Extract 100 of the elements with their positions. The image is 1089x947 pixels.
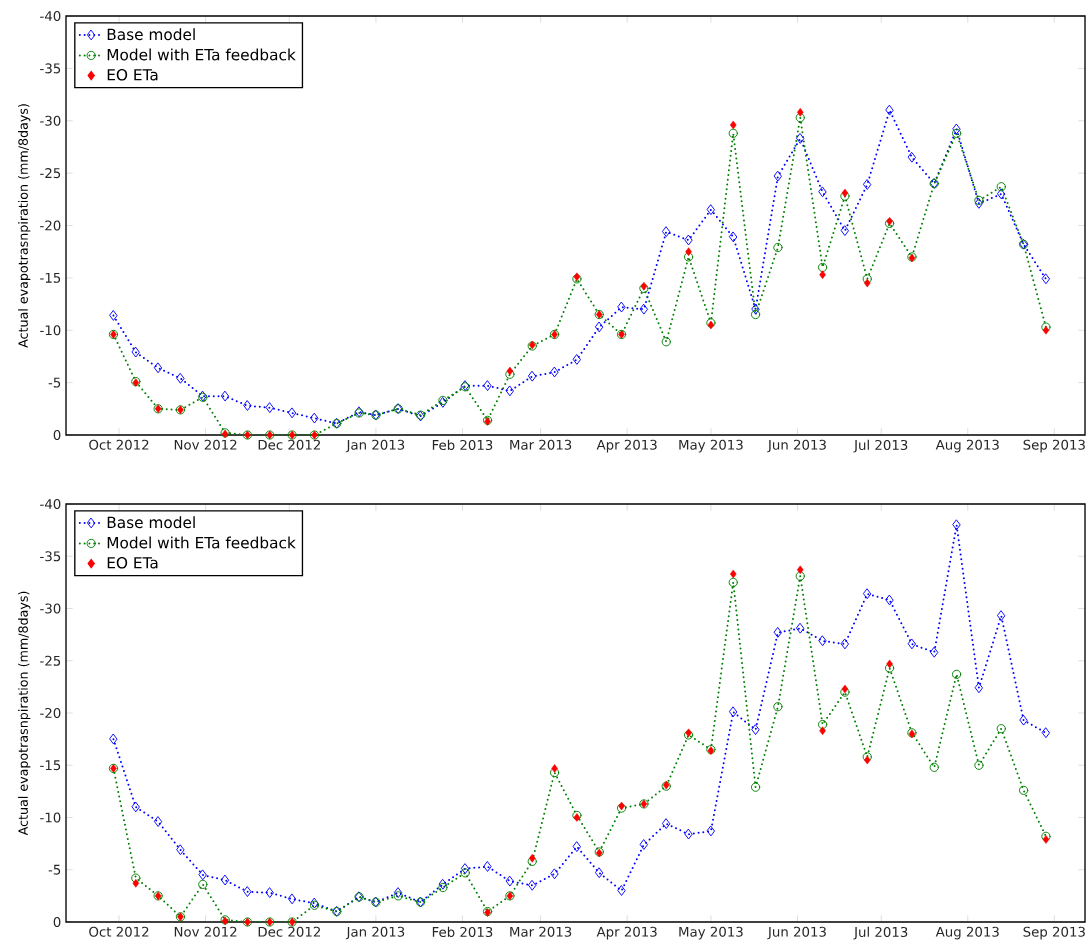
point: [996, 182, 1006, 192]
point: [907, 638, 916, 650]
point: [617, 301, 626, 313]
legend-label: EO ETa: [107, 556, 158, 569]
point: [243, 886, 252, 897]
point: [460, 868, 470, 878]
point: [863, 588, 872, 600]
point: [817, 719, 828, 730]
x-tick-label: Apr 2013: [596, 439, 657, 453]
point: [1041, 831, 1051, 841]
legend-label: Model with ETa feedback: [107, 536, 296, 549]
point: [796, 133, 805, 144]
y-tick-label: -10: [40, 812, 61, 823]
point: [617, 885, 626, 896]
point: [818, 635, 827, 647]
point: [706, 204, 715, 216]
x-tick-label: Aug 2013: [935, 926, 999, 940]
point: [974, 195, 984, 205]
x-tick-label: Jul 2013: [853, 926, 908, 940]
point: [817, 262, 828, 272]
point: [684, 828, 693, 840]
point: [997, 610, 1006, 622]
point: [773, 242, 783, 253]
point: [729, 120, 737, 130]
point: [1041, 727, 1050, 739]
point: [639, 839, 648, 850]
point: [974, 682, 983, 694]
point: [819, 270, 826, 279]
legend-label: Base model: [107, 516, 195, 529]
point: [796, 623, 805, 634]
x-tick-label: Jun 2013: [767, 439, 826, 453]
point: [818, 186, 827, 198]
y-tick-label: -5: [48, 864, 61, 875]
legend-label: Base model: [107, 28, 195, 41]
point: [288, 407, 297, 419]
point: [131, 346, 140, 358]
x-tick-label: Jun 2013: [767, 926, 826, 940]
point: [461, 863, 470, 874]
point: [952, 123, 961, 135]
point: [550, 868, 559, 880]
point: [661, 337, 671, 347]
point: [131, 801, 140, 813]
x-tick-label: Jul 2013: [853, 439, 908, 453]
point: [288, 893, 297, 905]
point: [729, 706, 738, 718]
x-tick-label: Feb 2013: [432, 439, 493, 451]
legend-label: Model with ETa feedback: [107, 48, 296, 61]
x-tick-label: Mar 2013: [510, 439, 572, 450]
x-tick-label: Jan 2013: [345, 439, 405, 453]
point: [109, 733, 118, 745]
point: [796, 108, 804, 117]
x-tick-label: Mar 2013: [510, 926, 572, 937]
point: [505, 875, 514, 887]
point: [1018, 785, 1029, 795]
point: [483, 380, 492, 392]
point: [685, 247, 692, 256]
y-tick-label: 0: [53, 429, 61, 441]
point: [595, 321, 604, 333]
y-tick-label: -10: [40, 325, 61, 336]
point: [863, 179, 872, 190]
point: [728, 577, 738, 587]
point: [393, 891, 403, 901]
point: [863, 278, 871, 288]
x-tick-label: Feb 2013: [432, 926, 493, 938]
point: [773, 627, 782, 638]
point: [639, 304, 648, 315]
point: [551, 764, 558, 773]
legend-label: EO ETa: [107, 68, 158, 81]
point: [662, 818, 671, 830]
point: [243, 400, 252, 411]
point: [706, 825, 715, 837]
x-tick-label: Oct 2012: [89, 926, 149, 937]
point: [795, 571, 805, 581]
point: [751, 304, 760, 315]
y-tick-label: -35: [40, 63, 61, 74]
point: [997, 188, 1006, 200]
point: [819, 726, 826, 736]
x-tick-label: Aug 2013: [935, 439, 999, 453]
point: [198, 879, 208, 889]
point: [886, 659, 893, 669]
point: [729, 569, 737, 579]
point: [550, 366, 559, 378]
x-tick-label: May 2013: [679, 926, 743, 940]
y-tick-label: -20: [40, 220, 61, 231]
point: [930, 647, 939, 658]
point: [265, 402, 274, 414]
point: [996, 724, 1006, 734]
y-tick-label: -30: [40, 115, 61, 126]
point: [840, 638, 849, 650]
point: [394, 887, 403, 899]
point: [221, 390, 230, 402]
point: [885, 105, 894, 116]
point: [1042, 835, 1050, 844]
point: [176, 373, 185, 384]
x-tick-label: Sep 2013: [1023, 926, 1085, 940]
y-tick-label: -15: [40, 272, 61, 283]
point: [528, 371, 537, 382]
point: [862, 274, 872, 284]
point: [929, 762, 939, 772]
point: [750, 309, 761, 320]
